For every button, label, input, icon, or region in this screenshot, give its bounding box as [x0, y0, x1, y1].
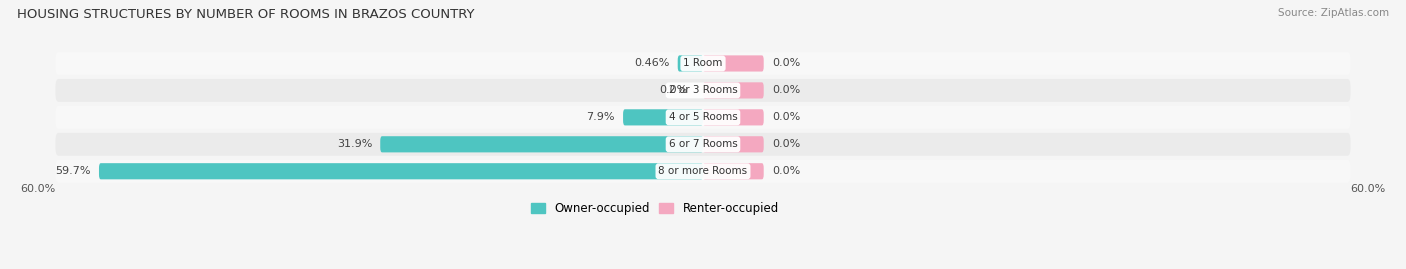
FancyBboxPatch shape — [678, 55, 703, 72]
Text: 7.9%: 7.9% — [586, 112, 614, 122]
FancyBboxPatch shape — [703, 163, 763, 179]
Text: 60.0%: 60.0% — [1351, 184, 1386, 194]
FancyBboxPatch shape — [703, 82, 763, 98]
FancyBboxPatch shape — [703, 136, 763, 153]
Text: 0.0%: 0.0% — [659, 86, 688, 95]
FancyBboxPatch shape — [703, 55, 763, 72]
FancyBboxPatch shape — [98, 163, 703, 179]
Text: 0.0%: 0.0% — [772, 166, 800, 176]
Text: 0.0%: 0.0% — [772, 58, 800, 68]
Legend: Owner-occupied, Renter-occupied: Owner-occupied, Renter-occupied — [526, 198, 783, 220]
Text: 0.46%: 0.46% — [634, 58, 669, 68]
FancyBboxPatch shape — [55, 133, 1351, 156]
Text: 0.0%: 0.0% — [772, 139, 800, 149]
Text: 1 Room: 1 Room — [683, 58, 723, 68]
Text: Source: ZipAtlas.com: Source: ZipAtlas.com — [1278, 8, 1389, 18]
Text: 31.9%: 31.9% — [337, 139, 373, 149]
FancyBboxPatch shape — [380, 136, 703, 153]
Text: 2 or 3 Rooms: 2 or 3 Rooms — [669, 86, 737, 95]
FancyBboxPatch shape — [623, 109, 703, 125]
Text: 60.0%: 60.0% — [20, 184, 55, 194]
FancyBboxPatch shape — [55, 160, 1351, 183]
Text: 8 or more Rooms: 8 or more Rooms — [658, 166, 748, 176]
Text: HOUSING STRUCTURES BY NUMBER OF ROOMS IN BRAZOS COUNTRY: HOUSING STRUCTURES BY NUMBER OF ROOMS IN… — [17, 8, 474, 21]
FancyBboxPatch shape — [55, 79, 1351, 102]
Text: 4 or 5 Rooms: 4 or 5 Rooms — [669, 112, 737, 122]
FancyBboxPatch shape — [703, 109, 763, 125]
FancyBboxPatch shape — [55, 52, 1351, 75]
FancyBboxPatch shape — [55, 106, 1351, 129]
Text: 0.0%: 0.0% — [772, 86, 800, 95]
Text: 59.7%: 59.7% — [55, 166, 91, 176]
Text: 0.0%: 0.0% — [772, 112, 800, 122]
Text: 6 or 7 Rooms: 6 or 7 Rooms — [669, 139, 737, 149]
